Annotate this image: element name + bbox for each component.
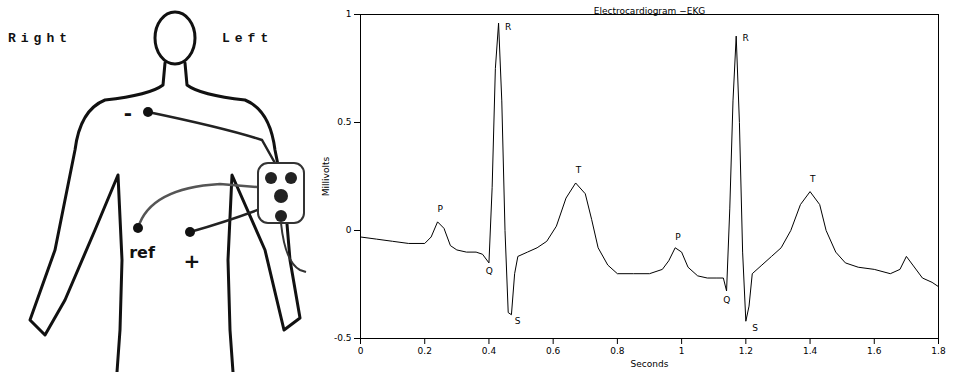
svg-text:R: R <box>743 33 749 43</box>
svg-text:-: - <box>124 101 132 125</box>
svg-text:+: + <box>184 249 201 273</box>
svg-text:1: 1 <box>679 346 685 356</box>
svg-text:Electrocardiogram −EKG: Electrocardiogram −EKG <box>594 6 706 16</box>
svg-text:Q: Q <box>486 266 493 276</box>
svg-text:S: S <box>515 316 521 326</box>
svg-text:0.8: 0.8 <box>610 346 625 356</box>
svg-text:1.8: 1.8 <box>931 346 946 356</box>
svg-text:Millivolts: Millivolts <box>321 157 331 197</box>
svg-text:Left: Left <box>222 31 273 46</box>
svg-text:1: 1 <box>346 9 352 19</box>
svg-text:0.4: 0.4 <box>482 346 497 356</box>
svg-text:Q: Q <box>723 295 730 305</box>
svg-text:0: 0 <box>346 225 352 235</box>
svg-text:0: 0 <box>358 346 364 356</box>
svg-text:-0.5: -0.5 <box>334 333 352 343</box>
svg-text:S: S <box>752 323 758 333</box>
svg-text:P: P <box>438 204 444 214</box>
svg-text:0.2: 0.2 <box>418 346 432 356</box>
svg-text:Seconds: Seconds <box>631 359 669 369</box>
svg-text:P: P <box>675 232 681 242</box>
svg-text:0.6: 0.6 <box>546 346 561 356</box>
svg-text:Right: Right <box>8 31 72 46</box>
svg-text:T: T <box>809 174 816 184</box>
svg-text:1.4: 1.4 <box>803 346 818 356</box>
svg-text:T: T <box>575 165 582 175</box>
svg-text:1.6: 1.6 <box>867 346 882 356</box>
svg-text:1.2: 1.2 <box>739 346 753 356</box>
svg-text:R: R <box>505 22 511 32</box>
svg-text:0.5: 0.5 <box>337 117 351 127</box>
svg-text:ref: ref <box>129 243 156 262</box>
